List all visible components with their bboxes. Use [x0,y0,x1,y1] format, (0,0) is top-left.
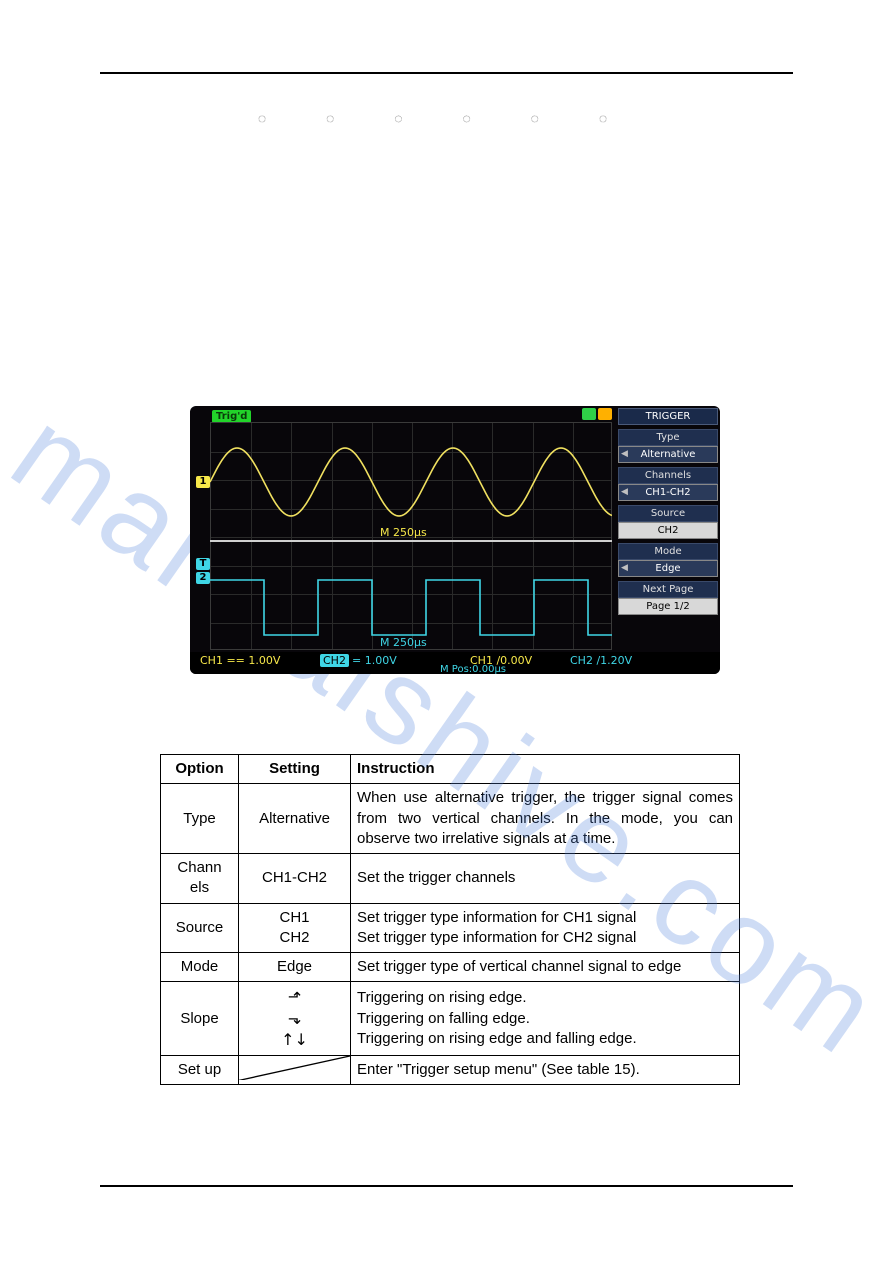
cell-setting-empty-slash [239,1056,351,1085]
sidebar-source-label: Source [618,505,718,522]
scope-status-icons [582,408,612,420]
header-setting: Setting [239,755,351,784]
cell-setting: CH1CH2 [239,903,351,953]
scope-footer: CH1 == 1.00V CH2 = 1.00V CH1 /0.00V CH2 … [190,652,720,674]
cell-instruction: Set trigger type information for CH1 sig… [351,903,740,953]
sidebar-type-value[interactable]: Alternative [618,446,718,463]
cell-setting: Alternative [239,784,351,854]
table-row: Type Alternative When use alternative tr… [161,784,740,854]
cell-option: Channels [161,854,239,904]
cell-option: Source [161,903,239,953]
sidebar-channels-label: Channels [618,467,718,484]
table-header-row: Option Setting Instruction [161,755,740,784]
sidebar-mode-value[interactable]: Edge [618,560,718,577]
timebase-top-label: M 250µs [380,526,427,539]
footer-mpos: M Pos:0.00µs [440,664,506,674]
cell-instruction: Triggering on rising edge.Triggering on … [351,982,740,1056]
cell-instruction: When use alternative trigger, the trigge… [351,784,740,854]
cell-instruction: Set trigger type of vertical channel sig… [351,953,740,982]
bottom-rule [100,1185,793,1187]
sidebar-channels-value[interactable]: CH1-CH2 [618,484,718,501]
footer-ch1: CH1 == 1.00V [200,654,280,667]
header-option: Option [161,755,239,784]
footer-ch2-box: CH2 [320,654,349,667]
timebase-bottom-label: M 250µs [380,636,427,649]
table-row: Channels CH1-CH2 Set the trigger channel… [161,854,740,904]
header-instruction: Instruction [351,755,740,784]
sidebar-nextpage-label: Next Page [618,581,718,598]
oscilloscope-screenshot: Trig'd 1 T 2 M 250µs M 250µs TRIGGER Typ… [190,406,720,674]
cell-instruction: Enter "Trigger setup menu" (See table 15… [351,1056,740,1085]
cell-setting-slope-glyphs: ⬏⬎↑↓ [239,982,351,1056]
cell-option: Type [161,784,239,854]
cell-option: Slope [161,982,239,1056]
ch2-waveform [210,540,612,650]
footer-ch2-val: = 1.00V [352,654,397,667]
cell-setting: Edge [239,953,351,982]
cell-option: Mode [161,953,239,982]
sidebar-nextpage-value[interactable]: Page 1/2 [618,598,718,615]
trigger-marker: T [196,558,210,570]
table-row: Set up Enter "Trigger setup menu" (See t… [161,1056,740,1085]
cell-instruction: Set the trigger channels [351,854,740,904]
sidebar-type-label: Type [618,429,718,446]
table-row: Source CH1CH2 Set trigger type informati… [161,903,740,953]
sidebar-mode-label: Mode [618,543,718,560]
top-rule [100,72,793,74]
trigger-options-table: Option Setting Instruction Type Alternat… [160,754,740,1085]
footer-ch2-off: CH2 /1.20V [570,654,632,667]
sidebar-title: TRIGGER [618,408,718,425]
table-row: Mode Edge Set trigger type of vertical c… [161,953,740,982]
ch1-waveform [210,422,612,540]
tick-row: ◌ ◌ ◌ ◌ ◌ ◌ [100,110,793,126]
sidebar-source-value[interactable]: CH2 [618,522,718,539]
cell-setting: CH1-CH2 [239,854,351,904]
scope-trigger-sidebar: TRIGGER Type Alternative Channels CH1-CH… [618,408,718,615]
table-row: Slope ⬏⬎↑↓ Triggering on rising edge.Tri… [161,982,740,1056]
cell-option: Set up [161,1056,239,1085]
indicator-icon [582,408,596,420]
indicator-icon [598,408,612,420]
ch2-marker: 2 [196,572,210,584]
ch1-marker: 1 [196,476,210,488]
